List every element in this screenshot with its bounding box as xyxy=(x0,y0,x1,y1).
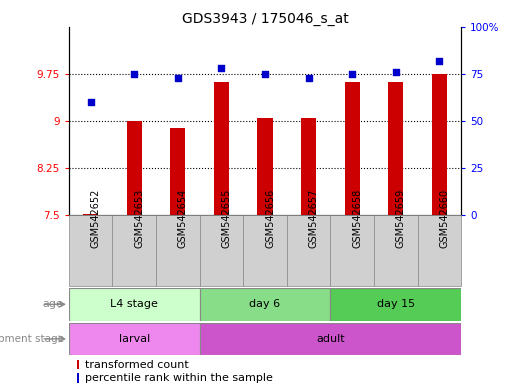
Text: adult: adult xyxy=(316,334,344,344)
Bar xyxy=(258,118,272,215)
Text: transformed count: transformed count xyxy=(85,360,189,370)
Point xyxy=(174,74,182,81)
Text: day 15: day 15 xyxy=(377,299,415,310)
Title: GDS3943 / 175046_s_at: GDS3943 / 175046_s_at xyxy=(182,12,348,26)
Point xyxy=(392,69,400,75)
Text: GSM542656: GSM542656 xyxy=(265,189,275,248)
Bar xyxy=(112,215,156,286)
Point xyxy=(261,71,269,77)
Bar xyxy=(77,373,79,382)
Point xyxy=(217,65,226,71)
Text: GSM542654: GSM542654 xyxy=(178,189,188,248)
Text: GSM542658: GSM542658 xyxy=(352,189,362,248)
Bar xyxy=(330,215,374,286)
Bar xyxy=(287,215,330,286)
Bar xyxy=(418,215,461,286)
Point xyxy=(130,71,138,77)
Bar xyxy=(432,74,447,215)
Bar xyxy=(127,121,142,215)
Bar xyxy=(69,323,200,355)
Bar xyxy=(344,82,360,215)
Bar xyxy=(388,82,403,215)
Bar xyxy=(83,214,99,215)
Bar xyxy=(200,288,330,321)
Text: larval: larval xyxy=(119,334,150,344)
Bar xyxy=(214,82,229,215)
Text: development stage: development stage xyxy=(0,334,64,344)
Text: GSM542653: GSM542653 xyxy=(134,189,144,248)
Text: L4 stage: L4 stage xyxy=(110,299,158,310)
Point xyxy=(435,58,444,64)
Bar xyxy=(200,215,243,286)
Bar xyxy=(170,129,185,215)
Bar xyxy=(77,360,79,369)
Bar xyxy=(69,215,112,286)
Text: percentile rank within the sample: percentile rank within the sample xyxy=(85,373,273,383)
Bar xyxy=(69,288,200,321)
Bar xyxy=(243,215,287,286)
Point xyxy=(348,71,356,77)
Bar xyxy=(301,118,316,215)
Bar xyxy=(374,215,418,286)
Bar xyxy=(200,323,461,355)
Text: age: age xyxy=(43,299,64,310)
Text: GSM542660: GSM542660 xyxy=(439,189,449,248)
Text: GSM542659: GSM542659 xyxy=(396,189,406,248)
Text: GSM542655: GSM542655 xyxy=(222,189,232,248)
Text: day 6: day 6 xyxy=(250,299,280,310)
Bar xyxy=(330,288,461,321)
Text: GSM542652: GSM542652 xyxy=(91,189,101,248)
Text: GSM542657: GSM542657 xyxy=(308,189,319,248)
Point xyxy=(304,74,313,81)
Bar xyxy=(156,215,200,286)
Point xyxy=(86,99,95,105)
